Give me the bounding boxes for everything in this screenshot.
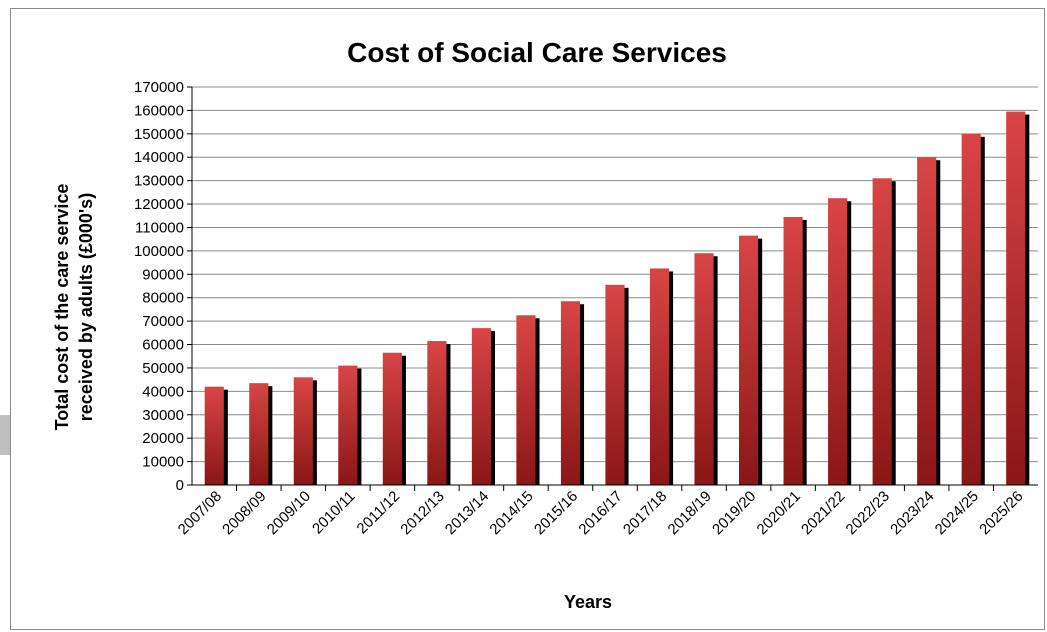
x-tick-label: 2008/09 — [219, 488, 269, 538]
bar — [382, 352, 402, 485]
bar — [338, 365, 358, 485]
bar — [516, 315, 536, 485]
bar — [1006, 111, 1026, 486]
bar — [961, 133, 981, 485]
bar — [605, 284, 625, 485]
bar — [560, 301, 581, 485]
x-tick-label: 2014/15 — [486, 488, 536, 538]
x-tick-label: 2015/16 — [531, 488, 581, 538]
y-tick-label: 110000 — [135, 219, 184, 236]
y-tick-label: 70000 — [142, 313, 184, 330]
x-tick-label: 2018/19 — [665, 488, 715, 538]
x-tick-label: 2023/24 — [887, 488, 937, 538]
x-tick-label: 2010/11 — [309, 488, 359, 538]
y-tick-label: 40000 — [142, 383, 184, 400]
bar — [872, 178, 892, 485]
axes — [187, 86, 1038, 491]
x-tick-label: 2017/18 — [620, 488, 670, 538]
bar — [917, 157, 937, 485]
x-tick-label: 2012/13 — [397, 488, 447, 538]
bar — [293, 377, 313, 485]
x-tick-label: 2022/23 — [843, 488, 893, 538]
x-tick-label: 2007/08 — [175, 488, 225, 538]
bar — [828, 198, 848, 486]
x-tick-label: 2013/14 — [442, 488, 492, 538]
y-tick-label: 120000 — [134, 196, 184, 213]
x-tick-label: 2024/25 — [932, 488, 982, 538]
y-tick-label: 90000 — [142, 266, 184, 283]
y-tick-label: 170000 — [134, 79, 184, 96]
bar — [694, 253, 714, 485]
bar — [471, 328, 491, 485]
y-tick-label: 160000 — [134, 102, 184, 119]
x-tick-label: 2021/22 — [798, 488, 848, 538]
bar — [783, 216, 803, 485]
x-tick-label: 2020/21 — [754, 488, 804, 538]
x-tick-label: 2009/10 — [264, 488, 314, 538]
y-tick-label: 50000 — [142, 360, 184, 377]
x-tick-label: 2016/17 — [575, 488, 625, 538]
y-tick-labels: 0 10000 20000 30000 40000 50000 60000 70000 8000… — [134, 79, 184, 494]
bar — [249, 383, 269, 485]
y-tick-label: 80000 — [142, 290, 184, 307]
y-tick-label: 60000 — [142, 337, 184, 354]
bar — [204, 386, 224, 485]
x-tick-labels: 2007/082008/092009/102010/112011/122012/… — [175, 488, 1027, 538]
y-tick-label: 140000 — [134, 149, 184, 166]
bar — [427, 341, 447, 485]
x-tick-label: 2011/12 — [354, 488, 404, 538]
bars — [204, 111, 1030, 486]
bar — [649, 268, 670, 485]
y-tick-label: 150000 — [134, 126, 184, 143]
x-tick-label: 2019/20 — [709, 488, 759, 538]
side-tab — [0, 415, 10, 455]
y-tick-label: 130000 — [134, 173, 184, 190]
y-tick-label: 20000 — [142, 430, 184, 447]
y-tick-label: 30000 — [142, 407, 184, 424]
bar — [739, 235, 759, 485]
y-tick-label: 0 — [176, 477, 184, 494]
x-axis-label: Years — [564, 592, 612, 612]
y-tick-label: 10000 — [142, 454, 184, 471]
y-axis-label-line2: received by adults (£000's) — [76, 193, 96, 421]
y-tick-label: 100000 — [134, 243, 184, 260]
x-tick-label: 2025/26 — [976, 488, 1026, 538]
chart-title: Cost of Social Care Services — [347, 37, 727, 68]
y-axis-label-line1: Total cost of the care service — [52, 184, 72, 431]
